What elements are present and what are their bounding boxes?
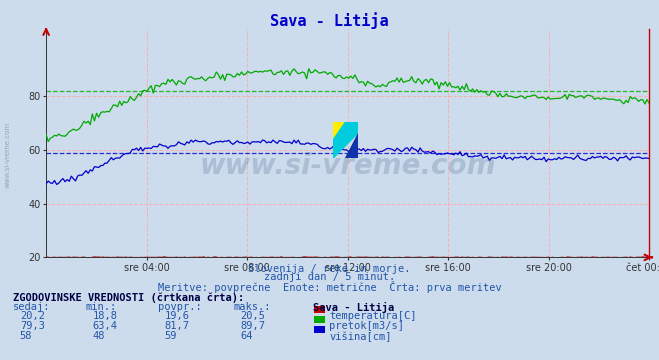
Text: 64: 64 (241, 331, 253, 341)
Text: www.si-vreme.com: www.si-vreme.com (5, 122, 11, 188)
Text: Slovenija / reke in morje.: Slovenija / reke in morje. (248, 264, 411, 274)
Text: 81,7: 81,7 (165, 321, 190, 331)
Text: 19,6: 19,6 (165, 311, 190, 321)
Text: Sava - Litija: Sava - Litija (270, 13, 389, 30)
Text: temperatura[C]: temperatura[C] (330, 311, 417, 321)
Text: 79,3: 79,3 (20, 321, 45, 331)
Text: Meritve: povprečne  Enote: metrične  Črta: prva meritev: Meritve: povprečne Enote: metrične Črta:… (158, 281, 501, 293)
Text: 48: 48 (92, 331, 105, 341)
Text: pretok[m3/s]: pretok[m3/s] (330, 321, 405, 331)
Text: 63,4: 63,4 (92, 321, 117, 331)
Text: 89,7: 89,7 (241, 321, 266, 331)
Text: sedaj:: sedaj: (13, 302, 51, 312)
Text: višina[cm]: višina[cm] (330, 331, 392, 342)
Text: ZGODOVINSKE VREDNOSTI (črtkana črta):: ZGODOVINSKE VREDNOSTI (črtkana črta): (13, 292, 244, 303)
Text: www.si-vreme.com: www.si-vreme.com (200, 152, 496, 180)
Text: zadnji dan / 5 minut.: zadnji dan / 5 minut. (264, 272, 395, 282)
Text: 59: 59 (165, 331, 177, 341)
Polygon shape (333, 122, 345, 140)
Polygon shape (345, 133, 358, 158)
Text: 20,5: 20,5 (241, 311, 266, 321)
Text: 20,2: 20,2 (20, 311, 45, 321)
Text: min.:: min.: (86, 302, 117, 312)
Text: maks.:: maks.: (234, 302, 272, 312)
Text: 18,8: 18,8 (92, 311, 117, 321)
Polygon shape (333, 122, 358, 158)
Text: Sava - Litija: Sava - Litija (313, 302, 394, 313)
Text: povpr.:: povpr.: (158, 302, 202, 312)
Text: 58: 58 (20, 331, 32, 341)
